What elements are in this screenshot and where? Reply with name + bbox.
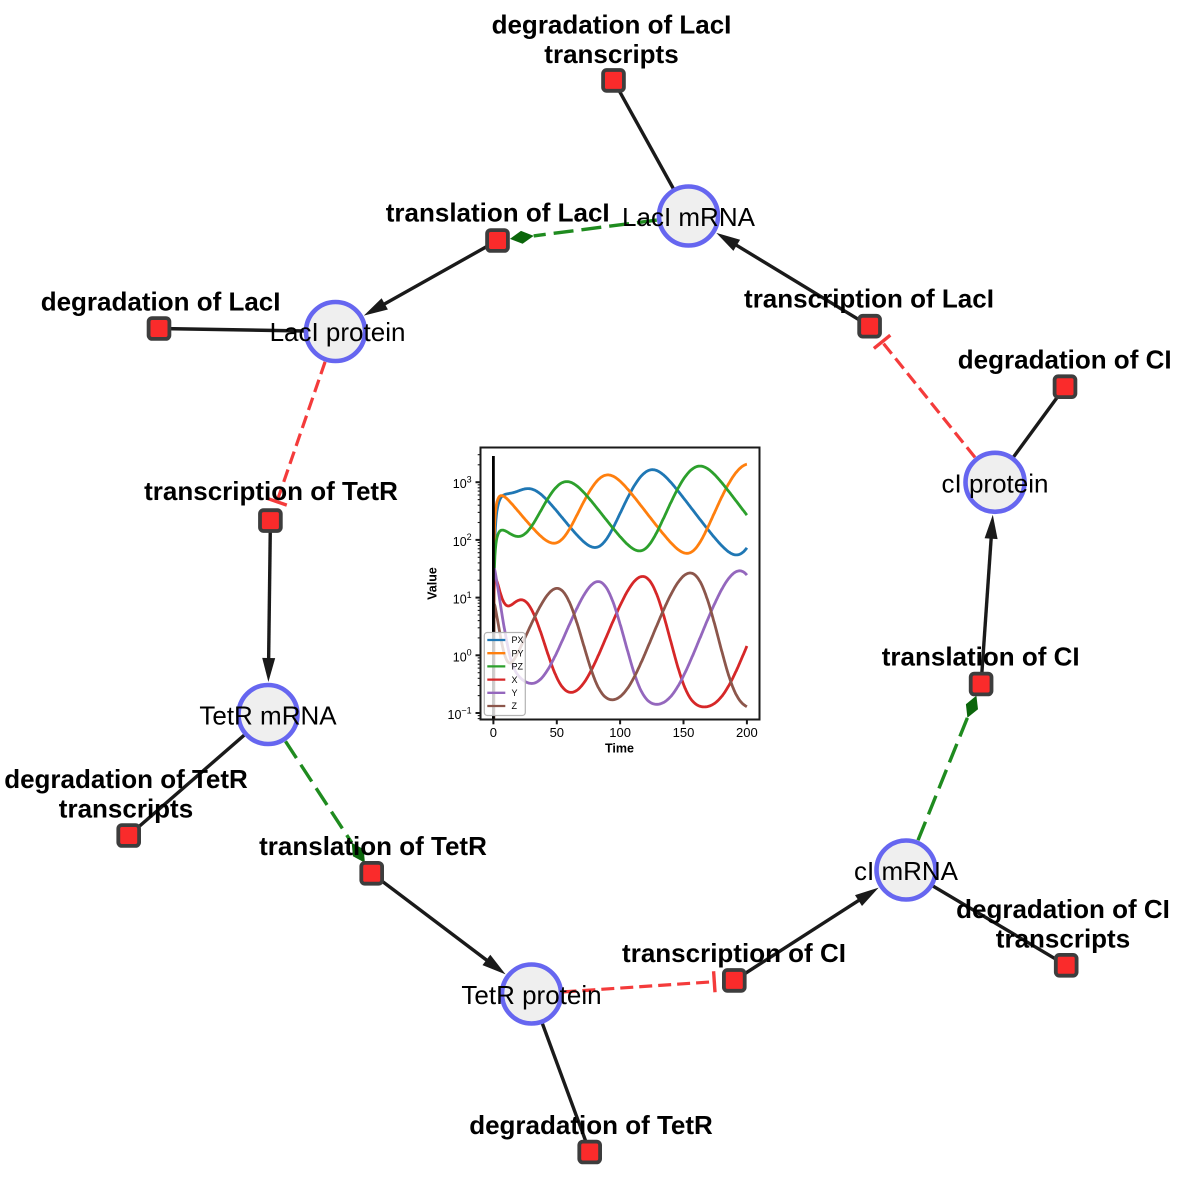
svg-text:PY: PY [512,648,524,658]
svg-text:translation of LacI: translation of LacI [386,198,610,228]
svg-text:0: 0 [490,725,497,740]
svg-text:cI protein: cI protein [942,468,1049,498]
svg-text:100: 100 [609,725,631,740]
svg-text:TetR protein: TetR protein [461,980,601,1010]
svg-text:PX: PX [512,635,524,645]
svg-text:150: 150 [673,725,695,740]
svg-text:Time: Time [605,742,634,756]
svg-text:transcription of LacI: transcription of LacI [744,284,994,314]
svg-text:Value: Value [426,567,440,600]
svg-text:degradation of LacI: degradation of LacI [492,10,732,40]
svg-text:translation of TetR: translation of TetR [259,831,487,861]
svg-text:LacI mRNA: LacI mRNA [622,202,756,232]
svg-text:transcription of TetR: transcription of TetR [144,476,398,506]
svg-text:transcripts: transcripts [59,794,193,824]
svg-text:degradation of TetR: degradation of TetR [469,1110,713,1140]
svg-text:degradation of CI: degradation of CI [956,894,1170,924]
svg-text:LacI protein: LacI protein [270,317,406,347]
svg-text:cI mRNA: cI mRNA [854,856,959,886]
svg-text:Y: Y [512,688,518,698]
svg-text:degradation of TetR: degradation of TetR [4,764,248,794]
svg-text:TetR mRNA: TetR mRNA [199,701,337,731]
svg-text:translation of CI: translation of CI [882,642,1080,672]
svg-text:transcription of CI: transcription of CI [622,938,846,968]
svg-text:PZ: PZ [512,662,524,672]
svg-text:50: 50 [550,725,564,740]
svg-text:X: X [512,675,518,685]
svg-text:transcripts: transcripts [996,923,1130,953]
svg-text:Z: Z [512,701,518,711]
svg-text:degradation of LacI: degradation of LacI [41,287,281,317]
svg-text:transcripts: transcripts [544,39,678,69]
svg-text:degradation of CI: degradation of CI [958,345,1172,375]
svg-text:200: 200 [736,725,758,740]
